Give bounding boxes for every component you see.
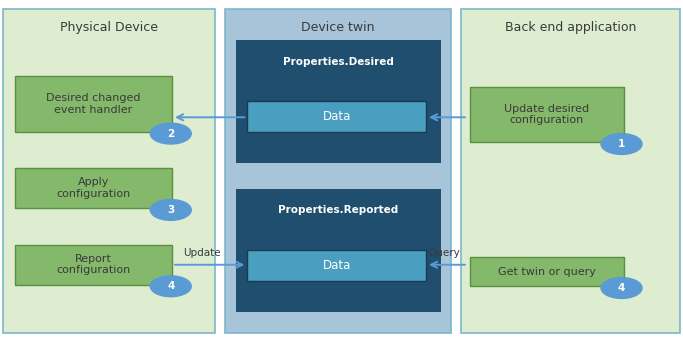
Text: Data: Data [322, 259, 351, 272]
Text: Apply
configuration: Apply configuration [57, 177, 130, 199]
Text: 4: 4 [618, 283, 625, 293]
Circle shape [150, 276, 191, 297]
Circle shape [150, 123, 191, 144]
FancyBboxPatch shape [236, 40, 441, 163]
FancyBboxPatch shape [15, 245, 172, 285]
Text: Properties.Reported: Properties.Reported [278, 205, 398, 215]
Text: 3: 3 [167, 205, 174, 215]
FancyBboxPatch shape [225, 9, 451, 333]
FancyBboxPatch shape [15, 168, 172, 208]
Text: Report
configuration: Report configuration [57, 254, 130, 276]
Text: Back end application: Back end application [505, 21, 636, 34]
FancyBboxPatch shape [470, 87, 624, 142]
FancyBboxPatch shape [461, 9, 680, 333]
FancyBboxPatch shape [247, 250, 426, 281]
FancyBboxPatch shape [15, 76, 172, 132]
Text: Data: Data [322, 110, 351, 123]
Text: 2: 2 [167, 129, 174, 138]
Text: Device twin: Device twin [301, 21, 375, 34]
Circle shape [601, 134, 642, 154]
Text: Properties.Desired: Properties.Desired [283, 58, 393, 67]
FancyBboxPatch shape [470, 257, 624, 286]
Text: Get twin or query: Get twin or query [498, 266, 596, 277]
Text: Update desired
configuration: Update desired configuration [504, 104, 589, 125]
Text: Query: Query [428, 248, 460, 258]
FancyBboxPatch shape [3, 9, 215, 333]
Text: 1: 1 [618, 139, 625, 149]
FancyBboxPatch shape [247, 101, 426, 132]
Circle shape [601, 278, 642, 298]
FancyBboxPatch shape [236, 189, 441, 312]
Text: Update: Update [182, 248, 221, 258]
Text: Desired changed
event handler: Desired changed event handler [46, 93, 141, 115]
Text: Physical Device: Physical Device [60, 21, 158, 34]
Text: 4: 4 [167, 281, 174, 291]
Circle shape [150, 200, 191, 220]
